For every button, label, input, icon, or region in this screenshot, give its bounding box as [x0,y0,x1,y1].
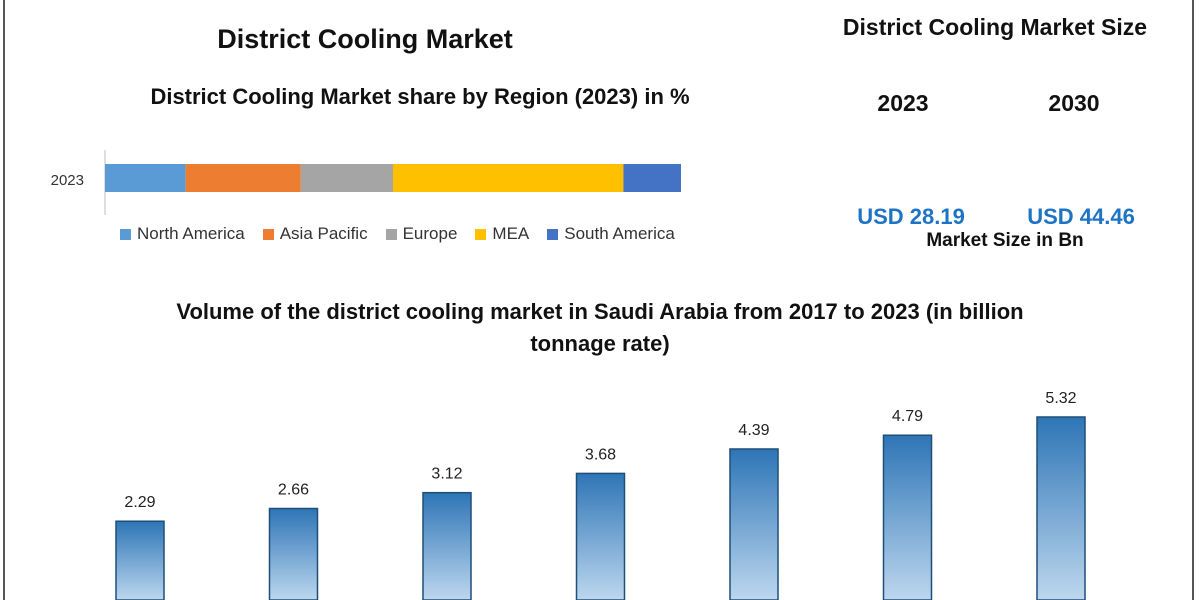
usd-2023-value: USD 28.19 [857,204,965,229]
legend-label: South America [564,224,675,243]
share-segment-europe [300,164,393,192]
legend-item: North America [120,224,245,244]
volume-bar [268,507,319,600]
share-chart-title: District Cooling Market share by Region … [150,84,690,109]
legend-label: Asia Pacific [279,224,368,243]
volume-data-label: 5.32 [1045,390,1076,407]
volume-chart-title: Volume of the district cooling market in… [176,299,1024,356]
volume-bar [729,448,779,600]
volume-data-label: 3.68 [585,446,616,463]
volume-bar [115,520,165,600]
share-segment-north-america [105,164,186,192]
year-2023-label: 2023 [877,90,929,116]
legend-item: Asia Pacific [262,224,368,244]
market-size-note: Market Size in Bn [926,230,1084,251]
infographic-frame [3,0,1194,600]
share-segment-asia-pacific [185,164,301,192]
volume-data-label: 4.79 [892,408,923,425]
legend-label: MEA [492,224,530,243]
volume-data-label: 3.12 [431,466,462,483]
legend-swatch [547,228,559,240]
share-segment-south-america [623,164,681,192]
volume-data-label: 4.39 [738,422,769,439]
legend-label: Europe [402,224,458,243]
legend-swatch [120,228,131,240]
volume-data-label: 2.29 [124,494,155,511]
market-size-title: District Cooling Market Size [842,14,1148,40]
main-title: District Cooling Market [217,24,513,54]
volume-bar [882,434,933,600]
legend-label: North America [137,224,245,243]
legend-item: Europe [385,224,458,244]
share-category-label: 2023 [51,172,84,189]
volume-data-label: 2.66 [278,482,309,499]
legend-swatch [475,228,487,240]
volume-bar [575,472,626,600]
usd-2030-value: USD 44.46 [1027,204,1135,229]
volume-bar [422,491,472,600]
legend-swatch [262,228,274,240]
volume-bar [1036,416,1086,600]
legend-swatch [385,228,397,240]
legend-item: MEA [475,224,529,244]
share-segment-mea [393,164,624,192]
region-legend: North America Asia Pacific Europe MEA South … [120,224,675,244]
year-2030-label: 2030 [1048,90,1100,116]
legend-item: South America [547,224,675,244]
